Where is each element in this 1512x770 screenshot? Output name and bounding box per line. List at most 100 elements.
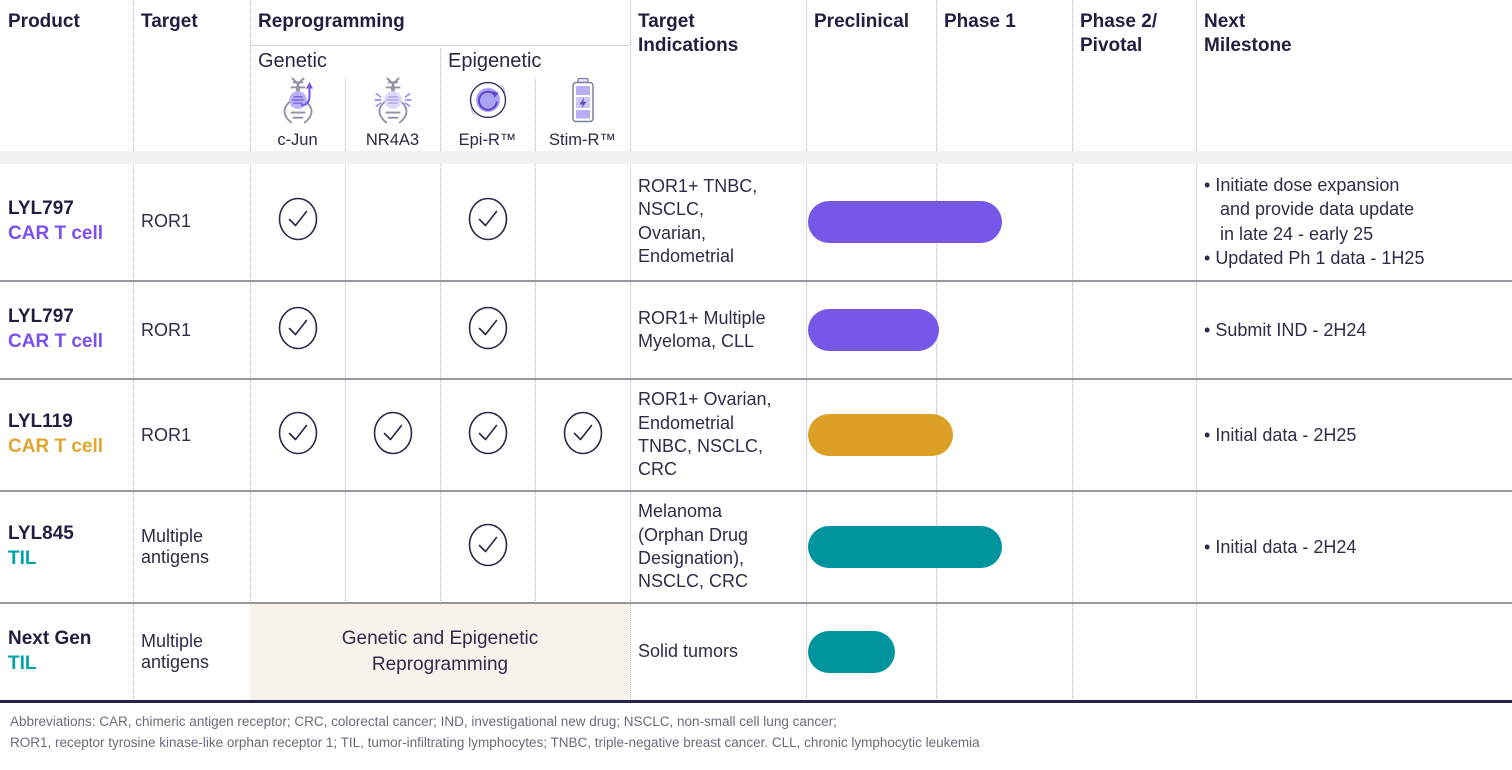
col-header-reprogramming: Reprogramming — [258, 11, 405, 32]
row-divider — [0, 602, 1512, 604]
cycle-icon — [464, 81, 512, 128]
check-cell-nr4a3 — [345, 163, 440, 280]
product-name: Next Gen — [8, 628, 92, 650]
phase-bar — [808, 200, 1002, 243]
dna-sparkle-icon — [373, 77, 412, 128]
phase-timeline — [806, 282, 1196, 378]
check-cell-stim-r — [535, 380, 630, 490]
check-icon — [468, 306, 508, 355]
reprogramming-underline — [250, 45, 630, 46]
check-icon — [468, 411, 508, 460]
product-modality: TIL — [8, 653, 37, 674]
subcolumn-nr4a3: NR4A3 — [345, 76, 440, 150]
merged-reprogramming-text: Genetic and Epigenetic Reprogramming — [341, 628, 539, 675]
check-icon — [563, 411, 603, 460]
indications-cell: ROR1+ Ovarian, Endometrial TNBC, NSCLC, … — [638, 389, 772, 480]
footnote-line-2: ROR1, receptor tyrosine kinase-like orph… — [10, 734, 980, 750]
product-name: LYL797 — [8, 197, 74, 219]
target-cell: ROR1 — [141, 319, 192, 340]
indications-cell: ROR1+ Multiple Myeloma, CLL — [638, 307, 766, 351]
col-header-next-milestone: Next Milestone — [1204, 11, 1292, 56]
indications-cell: ROR1+ TNBC, NSCLC, Ovarian, Endometrial — [638, 175, 758, 266]
check-cell-c-jun — [250, 282, 345, 378]
check-cell-nr4a3 — [345, 492, 440, 602]
milestone-cell: Initial data - 2H24 — [1204, 492, 1506, 602]
target-cell: ROR1 — [141, 211, 192, 231]
check-cell-c-jun — [250, 380, 345, 490]
check-cell-nr4a3 — [345, 380, 440, 490]
row-divider — [0, 378, 1512, 380]
subcolumn-label-epi-r: Epi-R™ — [458, 131, 517, 149]
milestone-cell: Initial data - 2H25 — [1204, 380, 1506, 490]
phase-timeline — [806, 492, 1196, 602]
indications-cell: Solid tumors — [638, 641, 739, 662]
milestone-item: Initial data - 2H25 — [1204, 423, 1356, 447]
product-cell: LYL119 CAR T cell — [8, 380, 128, 490]
check-icon — [278, 197, 318, 246]
check-cell-stim-r — [535, 492, 630, 602]
group-header-genetic: Genetic — [258, 50, 327, 72]
phase-bar — [808, 414, 953, 456]
check-cell-nr4a3 — [345, 282, 440, 378]
phase-bar — [808, 526, 1002, 568]
subcolumn-c-jun: c-Jun — [250, 76, 345, 150]
milestone-item: Initiate dose expansion and provide data… — [1204, 173, 1424, 246]
product-modality: CAR T cell — [8, 331, 104, 352]
product-cell: LYL845 TIL — [8, 492, 128, 602]
product-name: LYL119 — [8, 411, 73, 433]
subcolumn-stim-r: Stim-R™ — [535, 76, 630, 150]
phase-bar — [808, 309, 939, 351]
check-cell-stim-r — [535, 282, 630, 378]
phase-timeline — [806, 380, 1196, 490]
column-divider — [1196, 0, 1197, 701]
table-bottom-rule — [0, 700, 1512, 703]
product-name: LYL845 — [8, 523, 74, 545]
footnote-line-1: Abbreviations: CAR, chimeric antigen rec… — [10, 714, 837, 729]
pipeline-row: Next Gen TIL Multiple antigens Genetic a… — [0, 604, 1512, 700]
row-divider — [0, 490, 1512, 492]
phase-timeline — [806, 163, 1196, 280]
subcolumn-label-stim-r: Stim-R™ — [549, 131, 616, 149]
col-header-phase2-pivotal: Phase 2/ Pivotal — [1080, 11, 1158, 56]
row-divider — [0, 280, 1512, 282]
column-divider — [345, 78, 346, 603]
column-divider — [630, 0, 631, 701]
subcolumn-label-nr4a3: NR4A3 — [365, 131, 420, 149]
product-cell: Next Gen TIL — [8, 604, 128, 700]
column-divider — [1072, 0, 1073, 701]
milestone-item: Updated Ph 1 data - 1H25 — [1204, 246, 1424, 270]
group-header-epigenetic: Epigenetic — [448, 50, 542, 72]
milestone-item: Initial data - 2H24 — [1204, 535, 1356, 559]
milestone-cell: Initiate dose expansion and provide data… — [1204, 163, 1506, 280]
check-icon — [468, 197, 508, 246]
product-modality: TIL — [8, 548, 37, 569]
col-header-target-indications: Target Indications — [638, 11, 739, 56]
check-icon — [373, 411, 413, 460]
product-modality: CAR T cell — [8, 436, 104, 457]
col-header-target: Target — [141, 11, 198, 32]
product-cell: LYL797 CAR T cell — [8, 282, 128, 378]
column-divider — [806, 0, 807, 701]
subcolumn-epi-r: Epi-R™ — [440, 76, 535, 150]
merged-reprogramming-cell: Genetic and Epigenetic Reprogramming — [250, 604, 630, 700]
target-cell: ROR1 — [141, 424, 192, 445]
check-cell-epi-r — [440, 282, 535, 378]
check-cell-epi-r — [440, 163, 535, 280]
milestone-item: Submit IND - 2H24 — [1204, 318, 1366, 342]
col-header-phase1: Phase 1 — [944, 11, 1016, 32]
product-modality: CAR T cell — [8, 222, 104, 244]
pipeline-row: LYL797 CAR T cell ROR1 ROR1+ Multiple My… — [0, 282, 1512, 378]
column-divider — [936, 0, 937, 701]
indications-cell: Melanoma (Orphan Drug Designation), NSCL… — [638, 501, 749, 592]
column-divider — [440, 48, 441, 603]
check-cell-stim-r — [535, 163, 630, 280]
column-divider — [535, 78, 536, 603]
check-cell-c-jun — [250, 163, 345, 280]
pipeline-row: LYL845 TIL Multiple antigens Melanoma (O… — [0, 492, 1512, 602]
product-name: LYL797 — [8, 306, 74, 328]
header-separator-band — [0, 151, 1512, 164]
check-cell-c-jun — [250, 492, 345, 602]
product-cell: LYL797 CAR T cell — [8, 163, 128, 280]
milestone-cell: Submit IND - 2H24 — [1204, 282, 1506, 378]
